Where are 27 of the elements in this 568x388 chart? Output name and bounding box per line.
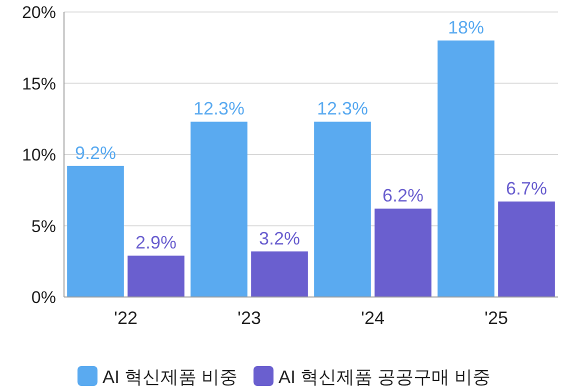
data-label: 3.2% <box>258 228 300 248</box>
y-tick-label: 10% <box>22 146 56 164</box>
x-tick-label: '22 <box>114 308 138 328</box>
x-tick-label: '23 <box>238 308 261 328</box>
x-tick-label: '24 <box>361 308 384 328</box>
data-label: 12.3% <box>316 98 368 119</box>
y-tick-label: 0% <box>31 288 56 307</box>
data-label: 6.2% <box>382 186 424 206</box>
data-label: 6.7% <box>506 178 548 199</box>
bar <box>128 256 184 297</box>
bar <box>498 202 555 297</box>
bar <box>438 40 494 297</box>
bar <box>314 122 371 297</box>
legend-label: AI 혁신제품 공공구매 비중 <box>278 367 491 387</box>
data-label: 2.9% <box>135 232 177 253</box>
bar <box>190 122 248 297</box>
bar <box>251 251 308 297</box>
legend-label: AI 혁신제품 비중 <box>102 367 238 387</box>
data-label: 18% <box>448 18 484 38</box>
bar <box>374 208 432 297</box>
x-tick-label: '25 <box>484 308 508 328</box>
data-label: 12.3% <box>193 98 245 119</box>
data-label: 9.2% <box>74 142 116 163</box>
y-tick-label: 15% <box>22 74 56 94</box>
bar <box>67 166 124 297</box>
y-tick-label: 5% <box>31 216 56 236</box>
y-tick-label: 20% <box>22 3 56 22</box>
